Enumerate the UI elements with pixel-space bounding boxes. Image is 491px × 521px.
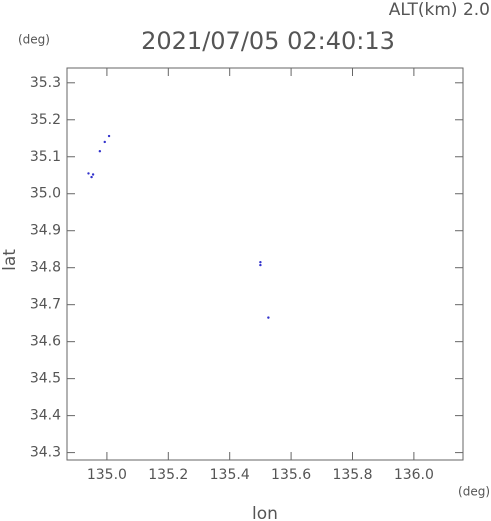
y-tick-label: 34.4	[30, 408, 61, 424]
point	[259, 260, 262, 264]
point	[103, 140, 106, 144]
x-tick-label: 135.6	[271, 467, 311, 483]
x-tick-label: 135.2	[148, 467, 188, 483]
y-tick-label: 34.3	[30, 445, 61, 461]
x-tick-label: 135.0	[87, 467, 127, 483]
x-tick-label: 135.8	[332, 467, 372, 483]
point	[98, 150, 102, 153]
y-tick-label: 35.2	[30, 112, 61, 128]
chart-title: 2021/07/05 02:40:13	[141, 27, 395, 55]
point	[91, 173, 95, 176]
y-tick-label: 34.9	[30, 223, 61, 239]
y-tick-label: 34.7	[30, 297, 61, 313]
point	[259, 263, 262, 267]
point	[267, 316, 270, 319]
x-axis-label: lon	[252, 504, 278, 521]
y-tick-label: 35.0	[30, 186, 61, 202]
y-tick-label: 35.3	[30, 75, 61, 91]
y-tick-label: 34.8	[30, 260, 61, 276]
y-tick-label: 35.1	[30, 149, 61, 165]
y-tick-label: 34.5	[30, 371, 61, 387]
x-tick-label: 135.4	[210, 467, 250, 483]
x-unit: (deg)	[458, 485, 490, 499]
subtitle: ALT(km) 2.0	[389, 0, 490, 20]
point	[90, 175, 93, 179]
x-tick-label: 136.0	[394, 467, 434, 483]
point	[87, 172, 90, 175]
plot-frame	[66, 67, 464, 461]
y-unit: (deg)	[18, 33, 50, 47]
y-tick-label: 34.6	[30, 334, 61, 350]
point	[107, 134, 111, 138]
y-axis-label: lat	[0, 249, 20, 271]
